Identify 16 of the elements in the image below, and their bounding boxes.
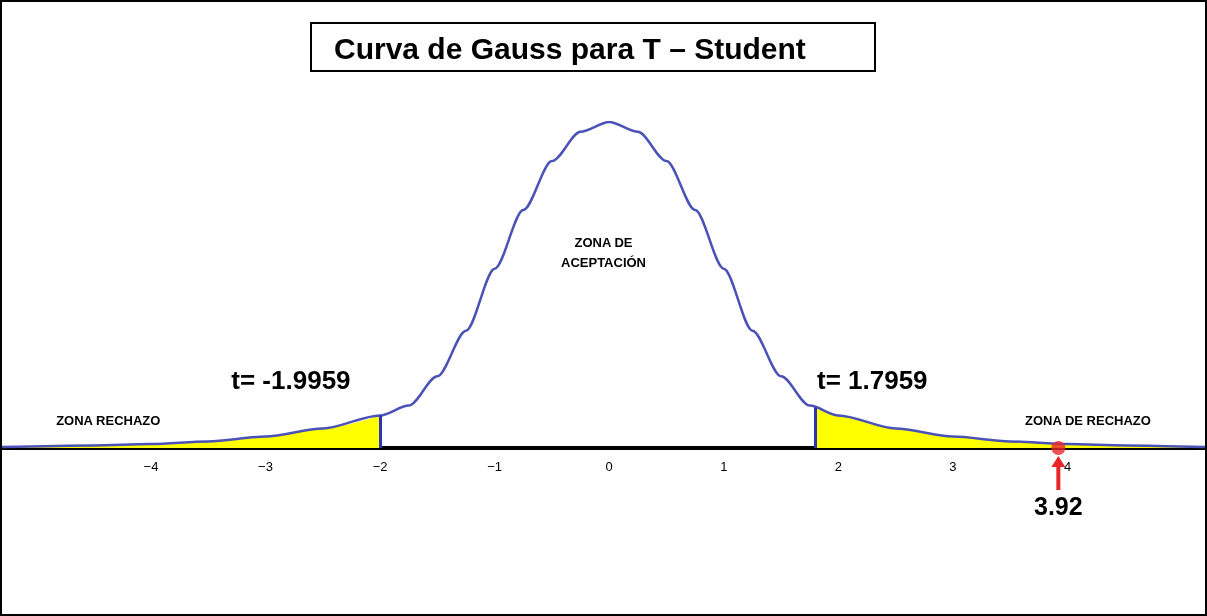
x-tick-label: 2 — [834, 459, 842, 474]
x-tick-label: −4 — [143, 459, 159, 474]
ref-line-label: t= 1.7959 — [816, 364, 928, 395]
x-tick-label: 0 — [605, 459, 613, 474]
x-tick-label: −2 — [372, 459, 388, 474]
x-tick-label: 1 — [720, 459, 728, 474]
x-tick-label: 4 — [1063, 459, 1072, 474]
x-tick-label: −1 — [487, 459, 503, 474]
annotation: ZONA DE RECHAZO — [1024, 412, 1151, 428]
x-tick-label: −3 — [258, 459, 273, 474]
x-tick-label: 3 — [949, 459, 957, 474]
ref-line-label: t= -1.9959 — [231, 364, 351, 395]
chart-title: Curva de Gauss para T – Student — [310, 22, 876, 72]
annotation: ZONA RECHAZO — [56, 412, 161, 428]
annotation: ZONA DE ACEPTACIÓN — [561, 234, 646, 270]
annotation: 3.92 — [1034, 492, 1083, 520]
